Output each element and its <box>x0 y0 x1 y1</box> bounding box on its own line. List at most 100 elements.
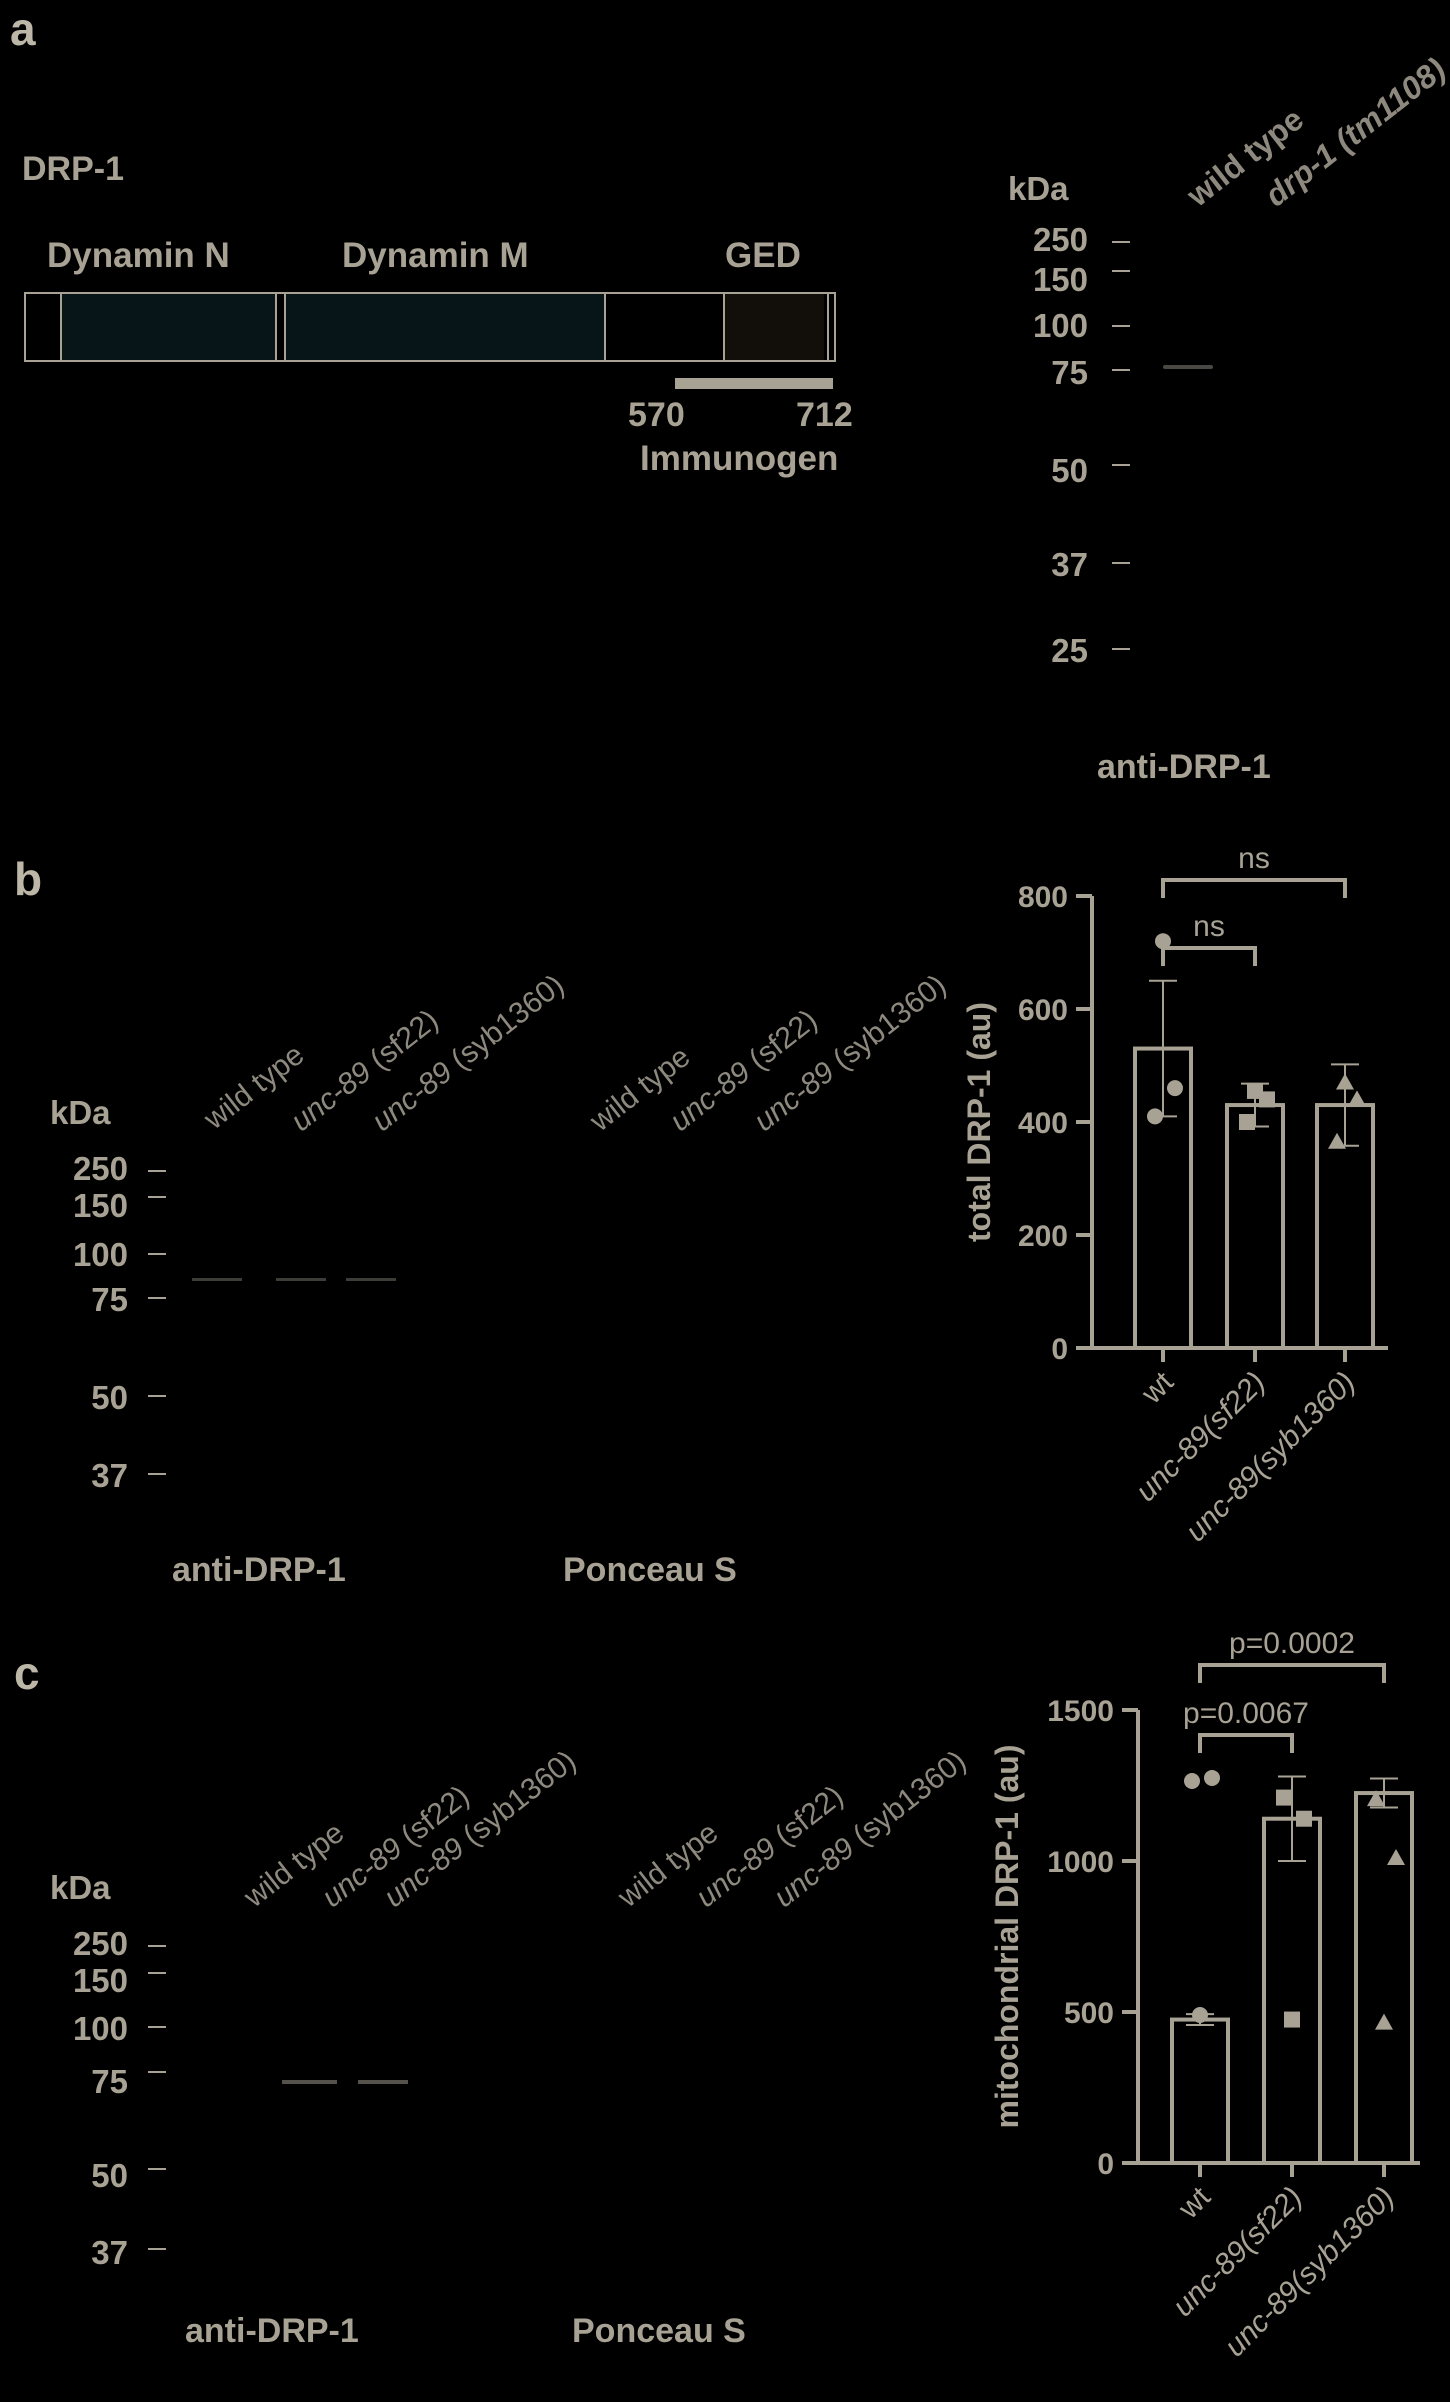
y-axis-label: mitochondrial DRP-1 (au) <box>989 1744 1025 2128</box>
blot-c-marker-50: 50 <box>91 2157 128 2194</box>
x-tick-label: wt <box>1135 1365 1181 1411</box>
blot-c-marker-100: 100 <box>72 2010 128 2047</box>
ponceau-c-caption: Ponceau S <box>572 2312 746 2350</box>
immunogen-start: 570 <box>628 396 685 434</box>
immunogen-bar <box>675 378 833 389</box>
y-tick-label: 1500 <box>1047 1695 1114 1728</box>
blot-a-marker-150: 150 <box>1032 261 1088 298</box>
blot-b-tick <box>148 1170 166 1172</box>
data-point <box>1348 1090 1366 1107</box>
panel-c-letter: c <box>14 1647 40 1699</box>
blot-b-marker-250: 250 <box>72 1150 128 1187</box>
blot-b-tick <box>148 1473 166 1475</box>
blot-c-tick <box>148 2168 166 2170</box>
blot-c-band <box>358 2080 408 2084</box>
data-point <box>1336 1073 1354 1090</box>
data-point <box>1375 2013 1393 2030</box>
y-tick-label: 1000 <box>1047 1846 1114 1879</box>
blot-a-kda-label: kDa <box>1008 170 1069 207</box>
significance-bracket <box>1161 946 1257 966</box>
blot-b-tick <box>148 1297 166 1299</box>
data-point <box>1276 1789 1292 1806</box>
y-tick-label: 0 <box>1097 2148 1114 2181</box>
blot-b-kda-label: kDa <box>50 1094 111 1131</box>
y-tick-label: 800 <box>1018 881 1068 914</box>
y-tick-label: 500 <box>1064 1997 1114 2030</box>
blot-b-band <box>276 1278 326 1281</box>
significance-bracket <box>1161 878 1347 898</box>
blot-a-marker-250: 250 <box>1032 221 1088 258</box>
y-tick-label: 600 <box>1018 994 1068 1027</box>
blot-c-tick <box>148 2071 166 2073</box>
blot-b-marker-50: 50 <box>91 1379 128 1416</box>
y-tick-label: 0 <box>1051 1333 1068 1366</box>
blot-c-caption: anti-DRP-1 <box>185 2312 359 2350</box>
blot-b-marker-100: 100 <box>72 1236 128 1273</box>
blot-a-tick <box>1112 464 1130 466</box>
data-point <box>1284 2011 1300 2028</box>
blot-c-band <box>282 2080 337 2084</box>
blot-a-tick <box>1112 270 1130 272</box>
x-tick-label: unc-89(syb1360) <box>1218 2181 1401 2364</box>
significance-label: p=0.0067 <box>1183 1697 1309 1730</box>
blot-c-kda-label: kDa <box>50 1869 111 1906</box>
data-point <box>1204 1769 1220 1786</box>
immunogen-end: 712 <box>796 396 853 434</box>
blot-c-marker-37: 37 <box>91 2234 128 2271</box>
blot-a-marker-100: 100 <box>1032 307 1088 344</box>
blot-a-marker-37: 37 <box>1051 546 1088 583</box>
blot-c-tick <box>148 2026 166 2028</box>
x-tick-label: wt <box>1172 2180 1218 2226</box>
bar <box>1354 1791 1414 2166</box>
domain-label-dynamin-m: Dynamin M <box>342 236 529 275</box>
blot-a-caption: anti-DRP-1 <box>1097 748 1271 786</box>
significance-bracket <box>1198 1733 1294 1753</box>
blot-a-tick <box>1112 648 1130 650</box>
x-tick-label: unc-89(syb1360) <box>1179 1366 1362 1549</box>
panel-a-letter: a <box>10 3 36 55</box>
data-point <box>1184 1772 1200 1789</box>
bar <box>1225 1103 1285 1351</box>
y-axis-label: total DRP-1 (au) <box>961 1002 997 1242</box>
data-point <box>1155 933 1171 950</box>
blot-a-tick <box>1112 562 1130 564</box>
y-tick-label: 200 <box>1018 1220 1068 1253</box>
data-point <box>1328 1132 1346 1149</box>
blot-b-tick <box>148 1253 166 1255</box>
blot-c-marker-250: 250 <box>72 1925 128 1962</box>
blot-b-marker-75: 75 <box>91 1281 128 1318</box>
data-point <box>1367 1790 1385 1807</box>
significance-label: ns <box>1238 842 1270 875</box>
data-point <box>1167 1080 1183 1097</box>
blot-c-marker-75: 75 <box>91 2063 128 2100</box>
significance-label: p=0.0002 <box>1229 1627 1355 1660</box>
blot-a-tick <box>1112 369 1130 371</box>
domain-label-ged: GED <box>725 236 801 275</box>
y-tick-label: 400 <box>1018 1107 1068 1140</box>
blot-a-marker-75: 75 <box>1051 354 1088 391</box>
blot-c-tick <box>148 2248 166 2250</box>
ponceau-b-caption: Ponceau S <box>563 1551 737 1589</box>
blot-b-marker-150: 150 <box>72 1187 128 1224</box>
significance-bracket <box>1198 1663 1386 1683</box>
blot-a-tick <box>1112 325 1130 327</box>
data-point <box>1259 1091 1275 1108</box>
blot-c-tick <box>148 1972 166 1974</box>
blot-a-band <box>1163 365 1213 369</box>
data-point <box>1192 2007 1208 2024</box>
blot-a-marker-25: 25 <box>1051 632 1088 669</box>
blot-b-band <box>346 1278 396 1281</box>
bar <box>1170 2017 1230 2166</box>
blot-c-tick <box>148 1945 166 1947</box>
blot-b-band <box>192 1278 242 1281</box>
data-point <box>1239 1114 1255 1130</box>
blot-b-tick <box>148 1395 166 1397</box>
blot-a-marker-50: 50 <box>1051 452 1088 489</box>
mito-drp1-chart: 0 500 1000 1500 mitochondrial DRP-1 (au) wtun… <box>989 1627 1420 2363</box>
data-point <box>1296 1810 1312 1827</box>
domain-label-dynamin-n: Dynamin N <box>47 236 230 275</box>
blot-b-marker-37: 37 <box>91 1457 128 1494</box>
data-point <box>1147 1108 1163 1125</box>
